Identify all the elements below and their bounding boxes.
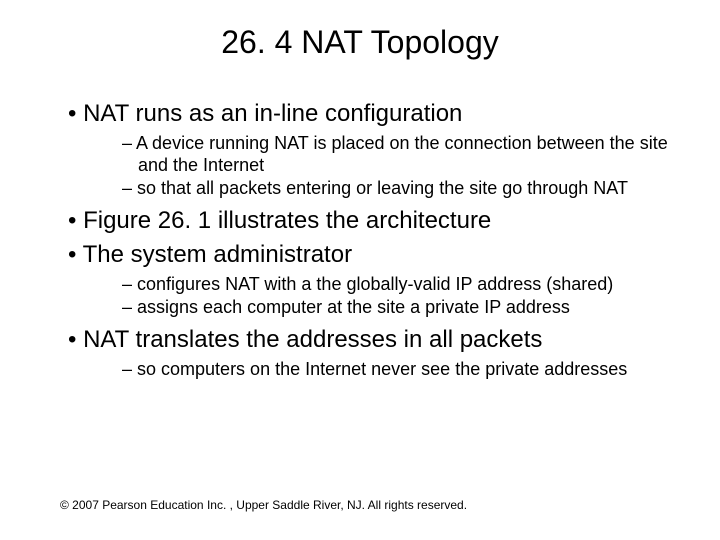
bullet-text: NAT runs as an in-line configuration (83, 100, 462, 127)
bullet-text: Figure 26. 1 illustrates the architectur… (83, 207, 491, 234)
sub-bullet-item: configures NAT with a the globally-valid… (86, 274, 690, 296)
bullet-list: NAT runs as an in-line configuration A d… (30, 99, 690, 381)
bullet-item: NAT translates the addresses in all pack… (30, 325, 690, 381)
copyright-footer: © 2007 Pearson Education Inc. , Upper Sa… (60, 498, 467, 512)
slide-title: 26. 4 NAT Topology (30, 24, 690, 61)
sub-bullet-text: so that all packets entering or leaving … (137, 178, 628, 198)
sub-bullet-list: configures NAT with a the globally-valid… (86, 274, 690, 319)
sub-bullet-text: configures NAT with a the globally-valid… (137, 274, 613, 294)
sub-bullet-item: assigns each computer at the site a priv… (86, 297, 690, 319)
sub-bullet-text: A device running NAT is placed on the co… (136, 133, 668, 175)
bullet-item: The system administrator configures NAT … (30, 240, 690, 319)
bullet-item: NAT runs as an in-line configuration A d… (30, 99, 690, 200)
sub-bullet-text: assigns each computer at the site a priv… (137, 297, 570, 317)
sub-bullet-item: so computers on the Internet never see t… (86, 359, 690, 381)
sub-bullet-list: so computers on the Internet never see t… (86, 359, 690, 381)
bullet-text: The system administrator (83, 241, 352, 268)
sub-bullet-item: so that all packets entering or leaving … (86, 178, 690, 200)
bullet-text: NAT translates the addresses in all pack… (83, 326, 542, 353)
sub-bullet-text: so computers on the Internet never see t… (137, 359, 627, 379)
sub-bullet-list: A device running NAT is placed on the co… (86, 133, 690, 200)
bullet-item: Figure 26. 1 illustrates the architectur… (30, 206, 690, 236)
sub-bullet-item: A device running NAT is placed on the co… (86, 133, 690, 176)
